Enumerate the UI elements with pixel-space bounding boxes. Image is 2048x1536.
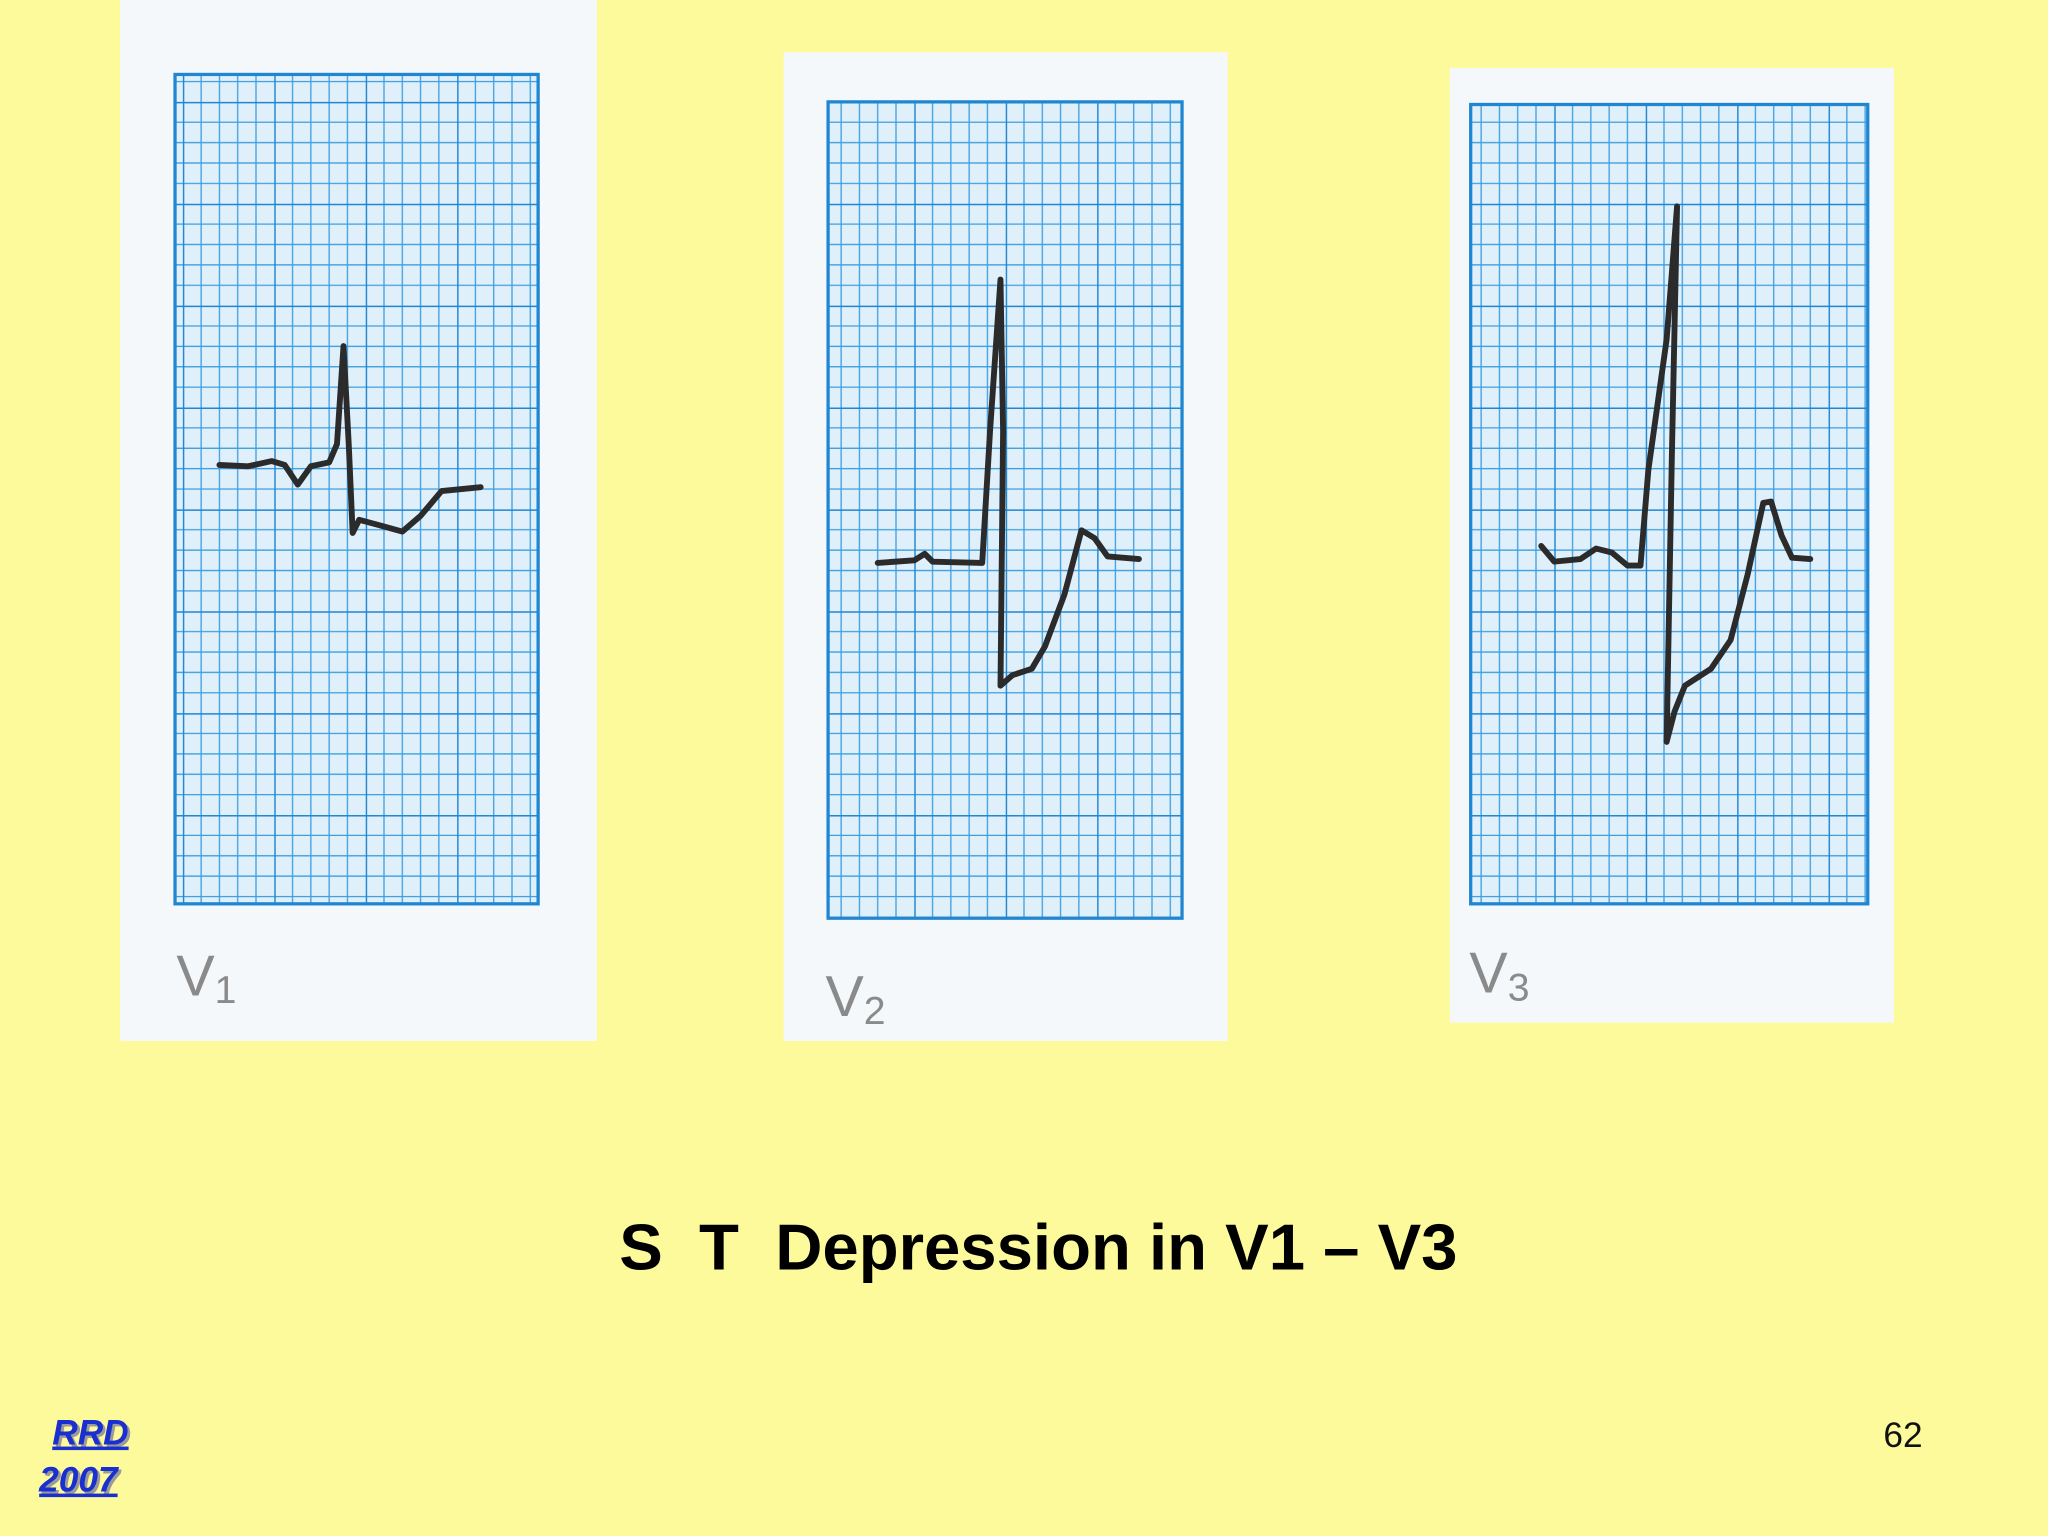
lead-letter: V (1469, 942, 1508, 1006)
ecg-trace (874, 276, 1142, 689)
page-number: 62 (1883, 1416, 1922, 1455)
logo-line: RRD (52, 1414, 128, 1453)
logo-shadow: 2007 (41, 1463, 122, 1502)
lead-letter: V (825, 965, 864, 1029)
lead-letter: V (176, 944, 215, 1008)
ecg-trace (216, 343, 484, 536)
ecg-panel: V3 (1449, 67, 1894, 1023)
lead-number: 3 (1508, 966, 1530, 1009)
ecg-panel: V2 (783, 52, 1228, 1041)
lead-number: 1 (215, 969, 237, 1012)
logo-shadow: RRD (55, 1416, 131, 1455)
ecg-grid (173, 72, 540, 906)
lead-label: V2 (825, 965, 885, 1033)
lead-label: V1 (176, 944, 236, 1012)
logo-line: 2007 (38, 1461, 119, 1500)
logo: RRD RRD 2007 2007 (38, 1414, 131, 1503)
ecg-panel: V1 (120, 0, 597, 1041)
slide-title: S T Depression in V1 – V3 (619, 1211, 1457, 1284)
lead-number: 2 (864, 990, 886, 1033)
lead-label: V3 (1469, 942, 1529, 1010)
ecg-trace (1538, 203, 1814, 745)
